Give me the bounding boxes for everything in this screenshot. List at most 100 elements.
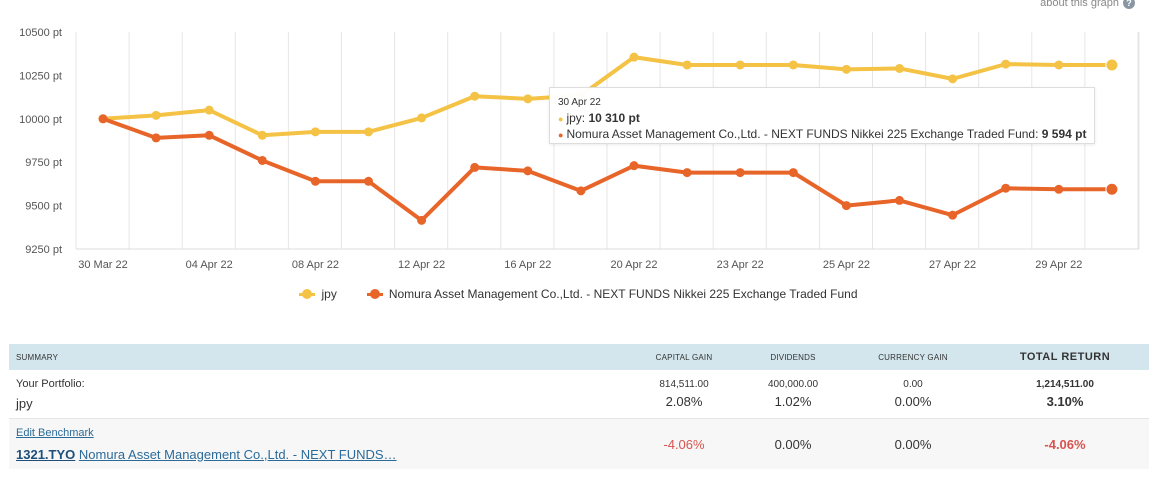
data-point-1	[204, 130, 214, 140]
y-tick-label: 10000 pt	[19, 114, 62, 126]
data-point-1	[629, 161, 639, 171]
data-point-0	[735, 60, 745, 70]
capital-gain-amount: 814,511.00	[659, 379, 709, 390]
benchmark-ticker-link[interactable]: 1321.TYO	[16, 446, 76, 462]
legend-swatch-benchmark	[366, 288, 383, 300]
data-point-1	[895, 195, 904, 205]
data-point-1	[310, 176, 320, 186]
data-point-1	[364, 176, 373, 186]
currency-gain-pct: 0.00%	[894, 394, 932, 409]
data-point-0	[523, 94, 533, 104]
x-tick-label: 04 Apr 22	[186, 259, 233, 271]
tooltip-label-benchmark: Nomura Asset Management Co.,Ltd. - NEXT …	[566, 127, 1042, 141]
portfolio-cell: Your Portfolio: jpy	[9, 370, 627, 419]
series-line-0	[101, 55, 1114, 138]
data-point-1	[576, 186, 586, 196]
data-point-0	[1054, 60, 1064, 70]
data-point-1	[788, 168, 798, 178]
about-this-graph-link[interactable]: about this graph ?	[1040, 0, 1135, 9]
help-icon[interactable]: ?	[1123, 0, 1135, 9]
header-total-return: Total Return	[981, 344, 1149, 370]
x-tick-label: 27 Apr 22	[929, 259, 976, 271]
tooltip-row-benchmark: ● Nomura Asset Management Co.,Ltd. - NEXT…	[558, 127, 1086, 143]
portfolio-name: jpy	[16, 395, 33, 411]
data-point-1	[1105, 182, 1119, 196]
portfolio-row: Your Portfolio: jpy 814,511.00 2.08% 400…	[9, 370, 1149, 419]
tooltip-value-benchmark: 9 594 pt	[1041, 127, 1087, 141]
legend-item-jpy[interactable]: jpy	[299, 287, 337, 301]
summary-table: Summary Capital Gain Dividends Currency …	[9, 344, 1149, 469]
portfolio-capital-gain: 814,511.00 2.08%	[627, 370, 741, 419]
data-point-1	[417, 215, 427, 225]
data-point-0	[841, 64, 851, 74]
data-point-1	[735, 168, 745, 178]
dividends-pct: 1.02%	[774, 394, 812, 409]
edit-benchmark-link[interactable]: Edit Benchmark	[16, 426, 94, 439]
data-point-0	[417, 113, 427, 123]
chart-legend: jpy Nomura Asset Management Co.,Ltd. - N…	[0, 287, 1157, 301]
data-point-0	[1105, 58, 1119, 72]
data-point-0	[470, 91, 480, 101]
series-line-1	[101, 116, 1114, 223]
data-point-0	[151, 110, 161, 120]
x-tick-label: 30 Mar 22	[78, 259, 128, 271]
legend-item-benchmark[interactable]: Nomura Asset Management Co.,Ltd. - NEXT …	[366, 287, 858, 301]
dividends-amount: 400,000.00	[767, 379, 819, 390]
currency-gain-amount: 0.00	[903, 379, 923, 390]
total-return-pct: 3.10%	[1046, 394, 1084, 409]
data-point-0	[257, 130, 267, 140]
header-currency-gain: Currency Gain	[845, 344, 981, 370]
header-dividends: Dividends	[741, 344, 845, 370]
data-point-1	[470, 162, 480, 172]
portfolio-label: Your Portfolio:	[16, 377, 85, 390]
x-tick-label: 12 Apr 22	[398, 259, 445, 271]
legend-label-benchmark: Nomura Asset Management Co.,Ltd. - NEXT …	[388, 287, 858, 301]
data-point-0	[895, 63, 904, 73]
data-point-1	[948, 210, 958, 220]
y-tick-label: 9500 pt	[25, 201, 62, 213]
data-point-1	[257, 155, 267, 165]
data-point-1	[1001, 183, 1011, 193]
summary-header-row: Summary Capital Gain Dividends Currency …	[9, 344, 1149, 370]
data-point-1	[1054, 184, 1064, 194]
capital-gain-pct: 2.08%	[665, 394, 703, 409]
x-tick-label: 25 Apr 22	[823, 259, 870, 271]
x-tick-label: 23 Apr 22	[717, 259, 764, 271]
y-tick-label: 9250 pt	[25, 244, 62, 256]
benchmark-name-link[interactable]: Nomura Asset Management Co.,Ltd. - NEXT …	[78, 446, 397, 462]
header-capital-gain: Capital Gain	[627, 344, 741, 370]
data-point-1	[151, 133, 161, 143]
data-point-0	[1001, 59, 1011, 69]
portfolio-dividends: 400,000.00 1.02%	[741, 370, 845, 419]
tooltip-bullet-icon: ●	[558, 130, 564, 140]
benchmark-currency-gain: 0.00%	[845, 418, 981, 469]
tooltip-value-jpy: 10 310 pt	[588, 111, 640, 125]
x-tick-label: 08 Apr 22	[292, 259, 339, 271]
total-return-amount: 1,214,511.00	[1036, 379, 1094, 390]
y-tick-label: 10250 pt	[19, 70, 62, 82]
chart-tooltip: 30 Apr 22 ● jpy: 10 310 pt ● Nomura Asset …	[549, 87, 1095, 144]
data-point-0	[788, 60, 798, 70]
x-tick-label: 20 Apr 22	[610, 259, 657, 271]
data-point-1	[98, 114, 108, 124]
tooltip-date: 30 Apr 22	[558, 97, 601, 108]
legend-swatch-jpy	[299, 288, 316, 300]
header-summary: Summary	[9, 344, 627, 370]
data-point-0	[310, 127, 320, 137]
tooltip-bullet-icon: ●	[558, 114, 564, 124]
about-label[interactable]: about this graph	[1040, 0, 1119, 9]
x-tick-label: 16 Apr 22	[504, 259, 551, 271]
legend-label-jpy: jpy	[321, 287, 337, 301]
data-point-1	[841, 201, 851, 211]
data-point-0	[948, 74, 958, 84]
tooltip-row-jpy: ● jpy: 10 310 pt	[558, 111, 1086, 127]
benchmark-total-return: -4.06%	[981, 418, 1149, 469]
data-point-0	[682, 60, 692, 70]
y-tick-label: 9750 pt	[25, 157, 62, 169]
x-tick-label: 29 Apr 22	[1035, 259, 1082, 271]
portfolio-total-return: 1,214,511.00 3.10%	[981, 370, 1149, 419]
benchmark-capital-gain: -4.06%	[627, 418, 741, 469]
data-point-0	[364, 127, 373, 137]
data-point-0	[204, 105, 214, 115]
data-point-0	[629, 52, 639, 62]
